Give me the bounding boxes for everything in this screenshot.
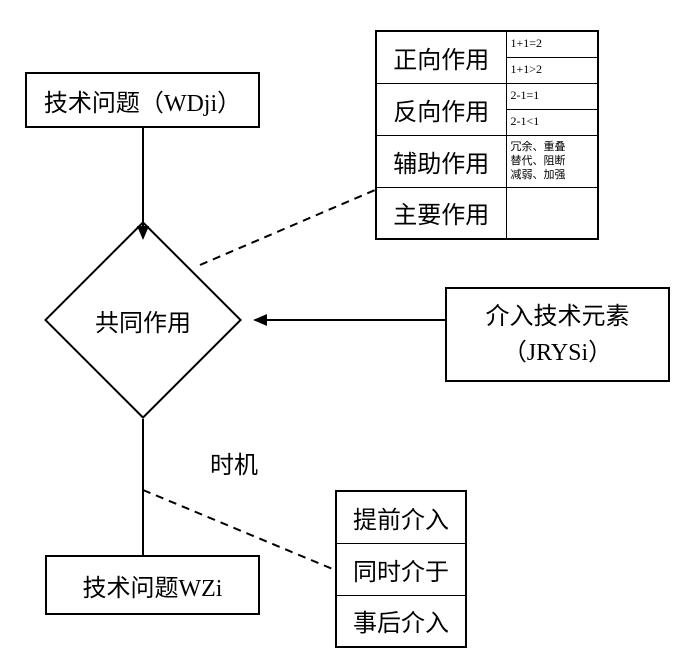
effects-table: 正向作用 1+1=2 1+1>2 反向作用 2-1=1 2-1<1 辅助作用 冗…	[375, 30, 599, 240]
effect-positive-eq2: 1+1>2	[506, 57, 598, 83]
tech-problem-wdji-label: 技术问题（WDji）	[44, 83, 241, 118]
timing-before: 提前介入	[336, 491, 466, 543]
tech-problem-wdji-box: 技术问题（WDji）	[25, 72, 260, 128]
table-row: 辅助作用 冗余、重叠 替代、阻断 减弱、加强	[376, 135, 598, 187]
table-row: 主要作用	[376, 187, 598, 239]
effect-negative-label: 反向作用	[376, 83, 506, 135]
intervention-element-box: 介入技术元素 （JRYSi）	[445, 287, 670, 382]
effect-main-label: 主要作用	[376, 187, 506, 239]
effect-positive-eq1: 1+1=2	[506, 31, 598, 57]
timing-label: 时机	[210, 445, 258, 480]
intervention-element-line2: （JRYSi）	[503, 335, 612, 371]
effect-positive-label: 正向作用	[376, 31, 506, 83]
table-row: 正向作用 1+1=2	[376, 31, 598, 57]
intervention-element-line1: 介入技术元素	[486, 299, 630, 335]
effect-main-detail	[506, 187, 598, 239]
timing-during: 同时介于	[336, 543, 466, 595]
table-row: 提前介入	[336, 491, 466, 543]
effect-negative-eq2: 2-1<1	[506, 109, 598, 135]
tech-problem-wzi-box: 技术问题WZi	[45, 555, 260, 615]
effect-aux-label: 辅助作用	[376, 135, 506, 187]
combined-effect-label: 共同作用	[73, 250, 213, 390]
table-row: 反向作用 2-1=1	[376, 83, 598, 109]
timing-table: 提前介入 同时介于 事后介入	[335, 490, 467, 648]
table-row: 事后介入	[336, 595, 466, 647]
table-row: 同时介于	[336, 543, 466, 595]
tech-problem-wzi-label: 技术问题WZi	[83, 568, 223, 603]
timing-after: 事后介入	[336, 595, 466, 647]
effect-aux-detail: 冗余、重叠 替代、阻断 减弱、加强	[506, 135, 598, 187]
effect-negative-eq1: 2-1=1	[506, 83, 598, 109]
